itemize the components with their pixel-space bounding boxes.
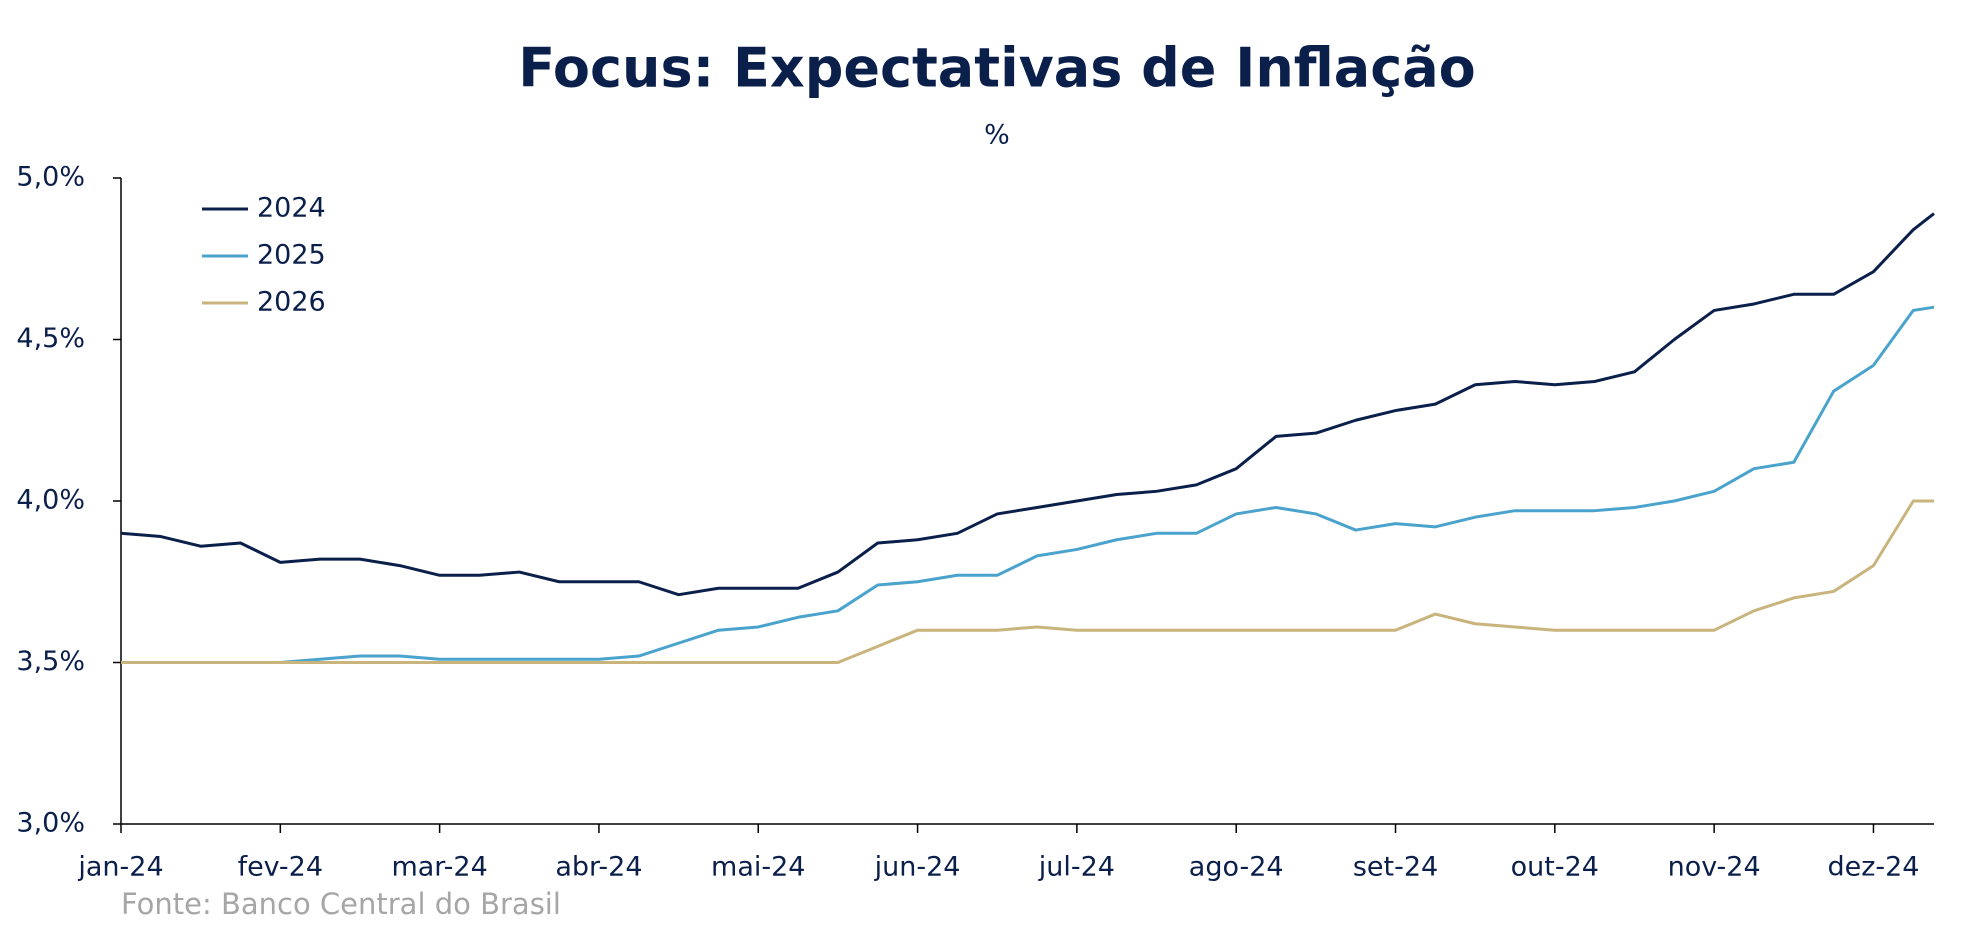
y-tick-label: 4,0% — [16, 485, 85, 516]
x-tick-label: fev-24 — [238, 852, 323, 883]
x-tick-label: mai-24 — [711, 852, 805, 883]
x-tick-label: dez-24 — [1827, 852, 1919, 883]
x-tick-label: abr-24 — [555, 852, 642, 883]
y-tick-label: 3,0% — [16, 808, 85, 839]
series-line — [121, 305, 1935, 664]
legend-label: 2025 — [257, 240, 326, 271]
chart-subtitle: % — [984, 120, 1010, 151]
x-tick-label: mar-24 — [391, 852, 487, 883]
x-tick-label: jul-24 — [1038, 852, 1115, 883]
x-tick-label: ago-24 — [1189, 852, 1284, 883]
x-tick-label: jun-24 — [874, 852, 961, 883]
series-line — [120, 212, 1935, 597]
x-tick-label: out-24 — [1511, 852, 1599, 883]
x-tick-label: set-24 — [1353, 852, 1438, 883]
source-note: Fonte: Banco Central do Brasil — [121, 887, 561, 921]
y-tick-label: 4,5% — [16, 323, 85, 354]
y-tick-label: 3,5% — [16, 646, 85, 677]
y-tick-label: 5,0% — [16, 162, 85, 193]
series-line — [121, 499, 1934, 664]
x-tick-label: jan-24 — [77, 852, 163, 883]
chart-title: Focus: Expectativas de Inflação — [518, 37, 1476, 100]
legend-label: 2026 — [257, 287, 326, 318]
legend-label: 2024 — [257, 193, 326, 224]
x-tick-label: nov-24 — [1668, 852, 1761, 883]
